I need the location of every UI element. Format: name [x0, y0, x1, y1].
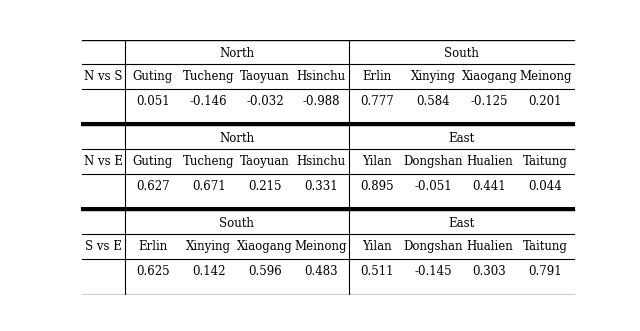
Text: S vs E: S vs E	[85, 240, 122, 253]
Text: Taitung: Taitung	[523, 155, 568, 168]
Text: Xiaogang: Xiaogang	[461, 70, 517, 83]
Text: Dongshan: Dongshan	[403, 240, 463, 253]
Text: Xiaogang: Xiaogang	[237, 240, 292, 253]
Text: Hualien: Hualien	[466, 155, 513, 168]
Text: 0.671: 0.671	[192, 180, 226, 193]
Text: Tucheng: Tucheng	[183, 70, 234, 83]
Text: East: East	[448, 131, 474, 145]
Text: Meinong: Meinong	[295, 240, 348, 253]
Text: Hsinchu: Hsinchu	[296, 70, 346, 83]
Text: Xinying: Xinying	[186, 240, 231, 253]
Text: Taitung: Taitung	[523, 240, 568, 253]
Text: -0.051: -0.051	[415, 180, 452, 193]
Text: Hualien: Hualien	[466, 240, 513, 253]
Text: South: South	[220, 216, 254, 229]
Text: N vs S: N vs S	[84, 70, 123, 83]
Text: 0.511: 0.511	[360, 265, 394, 278]
Text: East: East	[448, 216, 474, 229]
Text: Hsinchu: Hsinchu	[296, 155, 346, 168]
Text: Erlin: Erlin	[138, 240, 167, 253]
Text: Yilan: Yilan	[362, 155, 392, 168]
Text: -0.145: -0.145	[415, 265, 452, 278]
Text: Erlin: Erlin	[362, 70, 392, 83]
Text: Meinong: Meinong	[519, 70, 572, 83]
Text: 0.777: 0.777	[360, 95, 394, 108]
Text: -0.032: -0.032	[246, 95, 284, 108]
Text: 0.331: 0.331	[304, 180, 338, 193]
Text: 0.142: 0.142	[192, 265, 225, 278]
Text: 0.596: 0.596	[248, 265, 282, 278]
Text: 0.303: 0.303	[472, 265, 506, 278]
Text: Tucheng: Tucheng	[183, 155, 234, 168]
Text: North: North	[220, 131, 255, 145]
Text: 0.584: 0.584	[417, 95, 450, 108]
Text: -0.125: -0.125	[470, 95, 508, 108]
Text: South: South	[444, 47, 479, 60]
Text: 0.625: 0.625	[136, 265, 170, 278]
Text: 0.201: 0.201	[529, 95, 562, 108]
Text: Guting: Guting	[132, 70, 173, 83]
Text: Yilan: Yilan	[362, 240, 392, 253]
Text: 0.215: 0.215	[248, 180, 282, 193]
Text: North: North	[220, 47, 255, 60]
Text: Dongshan: Dongshan	[403, 155, 463, 168]
Text: Guting: Guting	[132, 155, 173, 168]
Text: -0.146: -0.146	[190, 95, 228, 108]
Text: 0.051: 0.051	[136, 95, 170, 108]
Text: 0.791: 0.791	[529, 265, 563, 278]
Text: 0.441: 0.441	[472, 180, 506, 193]
Text: Taoyuan: Taoyuan	[240, 70, 290, 83]
Text: N vs E: N vs E	[84, 155, 123, 168]
Text: 0.627: 0.627	[136, 180, 170, 193]
Text: 0.895: 0.895	[360, 180, 394, 193]
Text: Xinying: Xinying	[411, 70, 456, 83]
Text: -0.988: -0.988	[302, 95, 340, 108]
Text: Taoyuan: Taoyuan	[240, 155, 290, 168]
Text: 0.483: 0.483	[304, 265, 338, 278]
Text: 0.044: 0.044	[529, 180, 563, 193]
